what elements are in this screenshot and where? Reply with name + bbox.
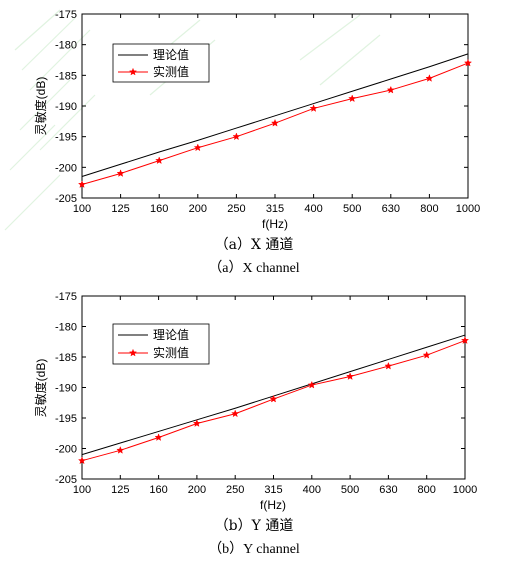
x-tick-label: 630 [382, 203, 400, 215]
data-point-measured [155, 156, 164, 165]
x-axis-ticks: 100 125 160 200 250 315 400 500 630 800 1000 [73, 14, 480, 215]
data-point-measured [270, 118, 280, 127]
data-point-measured [386, 85, 395, 94]
legend: 理论值 实测值 [112, 43, 210, 83]
legend-box [112, 323, 210, 365]
x-tick-label: 500 [343, 203, 361, 215]
x-tick-label: 100 [73, 484, 91, 496]
y-axis-ticks: -175 -180 -185 -190 -195 -200 -205 [55, 291, 465, 486]
data-point-measured [346, 372, 355, 381]
x-tick-label: 160 [149, 484, 167, 496]
x-axis-label: f(Hz) [262, 217, 288, 231]
legend-star-marker [128, 67, 138, 76]
data-point-measured [116, 446, 125, 454]
x-tick-label: 160 [150, 203, 168, 215]
caption-cn: （b）Y 通道 [215, 518, 294, 534]
x-tick-label: 1000 [453, 484, 477, 496]
legend-marker-measured [128, 67, 138, 76]
data-point-measured [384, 361, 393, 370]
x-tick-label: 200 [188, 484, 206, 496]
caption-cn: （a）X 通道 [215, 237, 294, 253]
chart-y-channel: -175 -180 -185 -190 -195 -200 -205 100 125 160 20… [33, 291, 477, 557]
data-point-measured [463, 58, 473, 67]
y-tick-label: -185 [55, 352, 77, 364]
legend-label-theory: 理论值 [153, 327, 189, 342]
y-tick-label: -175 [55, 291, 77, 303]
legend-star-marker [128, 348, 138, 357]
data-point-measured [193, 143, 202, 152]
legend-box [112, 43, 210, 83]
series-group [77, 334, 470, 465]
x-tick-label: 400 [303, 484, 321, 496]
caption-en: （a）X channel [208, 260, 299, 276]
x-tick-label: 125 [111, 484, 129, 496]
x-tick-label: 315 [266, 203, 284, 215]
x-axis-label: f(Hz) [260, 498, 286, 512]
data-point-measured [232, 132, 241, 141]
series-line-theory [81, 53, 469, 178]
legend-label-measured: 实测值 [153, 345, 189, 360]
y-tick-label: -180 [55, 40, 77, 52]
x-tick-label: 200 [189, 203, 207, 215]
legend: 理论值 实测值 [112, 323, 210, 365]
data-point-measured [425, 74, 434, 82]
y-tick-label: -205 [55, 193, 77, 205]
x-tick-label: 315 [264, 484, 282, 496]
x-tick-label: 500 [341, 484, 359, 496]
x-tick-label: 400 [304, 203, 322, 215]
data-point-measured [307, 380, 316, 389]
x-tick-label: 630 [379, 484, 397, 496]
x-tick-label: 1000 [456, 203, 480, 215]
data-point-measured [231, 409, 240, 418]
chart-x-channel: -175 -180 -185 -190 -195 -200 -205 100 125 160 20… [33, 9, 480, 276]
data-point-measured [77, 456, 87, 465]
caption-en: （b）Y channel [208, 541, 300, 557]
data-point-measured [460, 336, 470, 345]
y-tick-label: -190 [55, 101, 77, 113]
x-tick-label: 250 [227, 203, 245, 215]
data-point-measured [154, 433, 163, 442]
data-point-measured [116, 169, 125, 177]
x-tick-label: 800 [420, 203, 438, 215]
y-tick-label: -195 [55, 132, 77, 144]
y-tick-label: -200 [55, 444, 77, 456]
y-axis-ticks: -175 -180 -185 -190 -195 -200 -205 [55, 9, 468, 205]
y-tick-label: -175 [55, 9, 77, 21]
legend-label-theory: 理论值 [153, 47, 189, 62]
series-group [77, 53, 473, 188]
y-axis-label: 灵敏度(dB) [33, 359, 48, 418]
y-tick-label: -190 [55, 383, 77, 395]
data-point-measured [422, 350, 431, 359]
data-point-measured [192, 419, 201, 427]
data-point-measured [309, 104, 318, 112]
y-tick-label: -195 [55, 413, 77, 425]
x-axis-ticks: 100 125 160 200 250 315 400 500 630 800 1000 [73, 296, 477, 496]
legend-label-measured: 实测值 [153, 64, 189, 79]
y-tick-label: -180 [55, 322, 77, 334]
x-tick-label: 800 [418, 484, 436, 496]
data-point-measured [269, 394, 278, 403]
x-tick-label: 250 [226, 484, 244, 496]
legend-marker-measured [128, 348, 138, 357]
y-tick-label: -205 [55, 474, 77, 486]
plot-area-border [81, 295, 466, 480]
y-tick-label: -200 [55, 162, 77, 174]
data-point-measured [77, 180, 87, 188]
y-axis-label: 灵敏度(dB) [33, 77, 48, 136]
plot-area-border [81, 13, 469, 199]
data-point-measured [348, 94, 357, 103]
y-tick-label: -185 [55, 70, 77, 82]
x-tick-label: 100 [73, 203, 91, 215]
x-tick-label: 125 [111, 203, 129, 215]
